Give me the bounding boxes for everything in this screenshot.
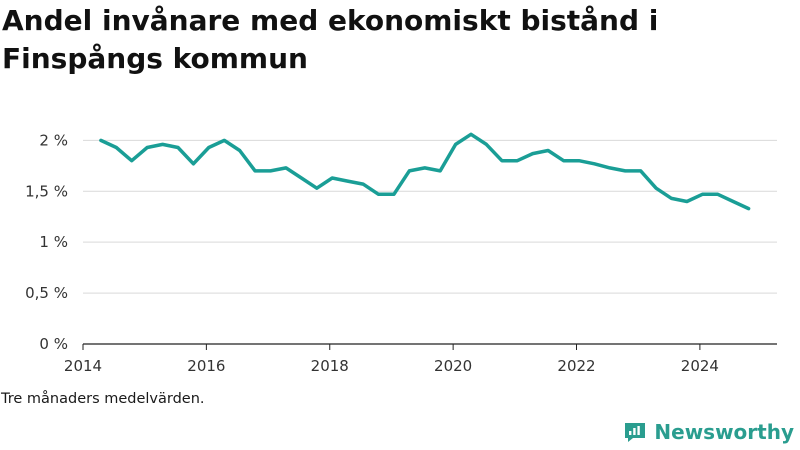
data-point [500,159,504,162]
data-point [469,133,473,136]
x-axis-ticks: 2014 2016 2018 2020 2022 2024 [64,343,777,375]
y-tick-label: 1,5 % [25,182,68,200]
series-line [99,132,751,211]
x-tick-label: 2016 [187,357,225,375]
x-tick-label: 2022 [557,357,595,375]
y-axis-ticks: 0 % 0,5 % 1 % 1,5 % 2 % [25,131,68,353]
newsworthy-icon [625,423,646,442]
data-point [99,139,103,142]
data-point [145,146,149,149]
x-tick-label: 2024 [681,357,719,375]
data-point [546,149,550,152]
x-tick-label: 2020 [434,357,472,375]
data-point [639,169,642,173]
line-chart: 0 % 0,5 % 1 % 1,5 % 2 % 2014 2016 2018 2020 2022… [25,131,777,375]
y-tick-label: 0 % [39,335,68,353]
x-tick-label: 2014 [64,357,102,375]
data-point [593,162,596,165]
data-point [624,169,627,173]
data-points [99,133,750,210]
footnote: Tre månaders medelvärden. [1,391,205,407]
data-point [562,159,565,162]
y-tick-label: 0,5 % [25,284,68,302]
data-point [300,176,303,180]
chart-title: Andel invånare med ekonomiskt bistånd i … [2,4,659,75]
data-point [176,146,180,149]
data-point [130,159,133,162]
data-point [331,176,334,180]
data-point [485,143,488,146]
data-point [670,197,673,200]
data-point [315,187,319,190]
data-point [392,193,396,196]
data-point [716,193,719,196]
data-point [115,146,118,149]
data-point [377,193,380,196]
gridlines [83,139,777,294]
data-point [238,149,241,152]
data-point [454,143,457,146]
data-point [747,207,750,210]
data-point [253,169,257,173]
data-point [608,166,612,170]
brand-logo: Newsworthy [623,420,794,444]
data-point [577,159,581,162]
data-point [654,187,658,190]
data-point [516,159,519,162]
data-point [269,169,272,173]
data-point [192,162,195,165]
y-tick-label: 1 % [39,233,68,251]
data-point [701,193,704,196]
series-layer [99,132,751,211]
data-point [732,200,735,203]
data-point [423,166,426,170]
data-point [531,152,534,155]
data-point [161,143,164,146]
x-tick-label: 2018 [311,357,349,375]
data-point [223,139,226,142]
brand-name: Newsworthy [654,420,794,444]
data-point [346,179,349,183]
data-point [207,146,211,149]
data-point [284,166,288,170]
data-point [408,169,411,173]
y-tick-label: 2 % [39,131,68,149]
data-point [438,169,442,173]
data-point [361,182,365,186]
data-point [685,200,689,203]
